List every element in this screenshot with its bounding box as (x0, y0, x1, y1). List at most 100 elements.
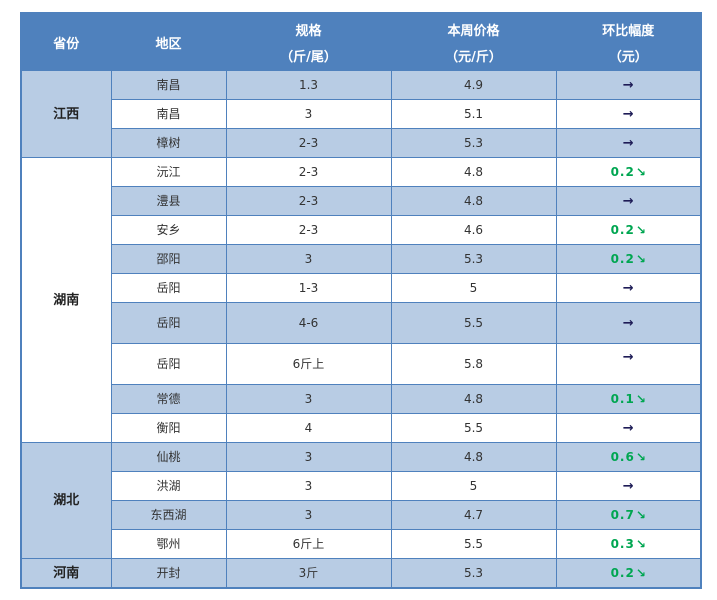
spec-cell: 1.3 (225, 70, 392, 100)
flat-arrow-icon: → (622, 350, 634, 365)
change-cell: 0.2↘ (555, 215, 702, 245)
table-row: 岳阳 6斤上 5.8 → (21, 343, 702, 385)
spec-cell: 3 (225, 384, 392, 414)
price-cell: 5.3 (390, 558, 557, 589)
change-value: 0.7 (610, 508, 635, 522)
spec-cell: 6斤上 (225, 529, 392, 559)
spec-cell: 1-3 (225, 273, 392, 303)
change-cell: → (555, 273, 702, 303)
spec-cell: 2-3 (225, 186, 392, 216)
price-cell: 5.5 (390, 413, 557, 443)
spec-cell: 3 (225, 500, 392, 530)
region-cell: 鄂州 (110, 529, 227, 559)
down-arrow-icon: ↘ (635, 537, 646, 551)
change-cell: 0.2↘ (555, 157, 702, 187)
down-arrow-icon: ↘ (635, 165, 646, 179)
price-cell: 5.3 (390, 244, 557, 274)
change-value: 0.1 (610, 392, 635, 406)
price-table: 省份 地区 规格 （斤/尾） (20, 12, 702, 589)
change-cell: → (555, 413, 702, 443)
region-cell: 澧县 (110, 186, 227, 216)
price-cell: 4.7 (390, 500, 557, 530)
spec-cell: 3 (225, 442, 392, 472)
header-label-price: 本周价格 (447, 23, 500, 39)
price-cell: 4.8 (390, 186, 557, 216)
province-cell: 湖北 (20, 442, 112, 559)
header-cell-region: 地区 (110, 12, 227, 71)
price-cell: 5 (390, 273, 557, 303)
spec-cell: 3 (225, 471, 392, 501)
region-cell: 洪湖 (110, 471, 227, 501)
region-cell: 岳阳 (110, 302, 227, 344)
price-cell: 5.8 (390, 343, 557, 385)
header-cell-province: 省份 (20, 12, 112, 71)
price-cell: 5 (390, 471, 557, 501)
region-cell: 岳阳 (110, 343, 227, 385)
province-cell: 河南 (20, 558, 112, 589)
header-label-region: 地区 (155, 36, 182, 52)
region-cell: 东西湖 (110, 500, 227, 530)
spec-cell: 4-6 (225, 302, 392, 344)
table-body: 江西 南昌 1.3 4.9 → 南昌 3 5.1 → 樟树 2-3 5.3 → 湖南 沅江 2-3 4.8 0.2… (20, 70, 702, 589)
spec-cell: 4 (225, 413, 392, 443)
change-cell: → (555, 186, 702, 216)
spec-cell: 3 (225, 244, 392, 274)
down-arrow-icon: ↘ (635, 566, 646, 580)
down-arrow-icon: ↘ (635, 223, 646, 237)
region-cell: 安乡 (110, 215, 227, 245)
header-row: 省份 地区 规格 （斤/尾） (20, 12, 702, 71)
price-cell: 4.8 (390, 384, 557, 414)
change-value: 0.2 (610, 252, 635, 266)
header-sub-spec: （斤/尾） (280, 49, 337, 65)
price-cell: 5.5 (390, 529, 557, 559)
region-cell: 衡阳 (110, 413, 227, 443)
change-cell: 0.2↘ (555, 558, 702, 589)
flat-arrow-icon: → (622, 478, 634, 494)
table-row: 江西 南昌 1.3 4.9 → (20, 70, 702, 158)
region-cell: 仙桃 (110, 442, 227, 472)
change-cell: → (555, 99, 702, 129)
province-cell: 湖南 (20, 157, 112, 443)
price-cell: 4.6 (390, 215, 557, 245)
change-cell: → (555, 70, 702, 100)
price-cell: 5.3 (390, 128, 557, 158)
table-row: 湖南 沅江 2-3 4.8 0.2↘ (20, 157, 702, 443)
table-header: 省份 地区 规格 （斤/尾） (20, 12, 702, 71)
flat-arrow-icon: → (622, 106, 634, 122)
table-row: 澧县 2-3 4.8 → (21, 186, 702, 216)
flat-arrow-icon: → (622, 193, 634, 209)
header-cell-change: 环比幅度 （元） (555, 12, 702, 71)
change-value: 0.3 (610, 537, 635, 551)
spec-cell: 2-3 (225, 157, 392, 187)
change-cell: 0.1↘ (555, 384, 702, 414)
flat-arrow-icon: → (622, 420, 634, 436)
change-cell: → (555, 471, 702, 501)
region-cell: 常德 (110, 384, 227, 414)
table-row: 南昌 3 5.1 → (21, 99, 702, 129)
table-row: 河南 开封 3斤 5.3 0.2↘ (20, 558, 702, 589)
down-arrow-icon: ↘ (635, 508, 646, 522)
down-arrow-icon: ↘ (635, 252, 646, 266)
down-arrow-icon: ↘ (635, 450, 646, 464)
table-row: 樟树 2-3 5.3 → (21, 128, 702, 158)
header-label-spec: 规格 (295, 23, 322, 39)
change-cell: 0.6↘ (555, 442, 702, 472)
region-cell: 开封 (110, 558, 227, 589)
header-label-change: 环比幅度 (602, 23, 655, 39)
region-cell: 沅江 (110, 157, 227, 187)
header-label-province: 省份 (53, 36, 80, 52)
flat-arrow-icon: → (622, 280, 634, 296)
table-row: 邵阳 3 5.3 0.2↘ (21, 244, 702, 274)
change-value: 0.2 (610, 165, 635, 179)
table-row: 湖北 仙桃 3 4.8 0.6↘ (20, 442, 702, 559)
change-cell: 0.2↘ (555, 244, 702, 274)
table-row: 鄂州 6斤上 5.5 0.3↘ (21, 529, 702, 559)
region-cell: 南昌 (110, 99, 227, 129)
province-cell: 江西 (20, 70, 112, 158)
header-cell-price: 本周价格 （元/斤） (390, 12, 557, 71)
header-sub-change: （元） (608, 49, 648, 65)
change-value: 0.2 (610, 566, 635, 580)
region-cell: 南昌 (110, 70, 227, 100)
table-row: 岳阳 1-3 5 → (21, 273, 702, 303)
